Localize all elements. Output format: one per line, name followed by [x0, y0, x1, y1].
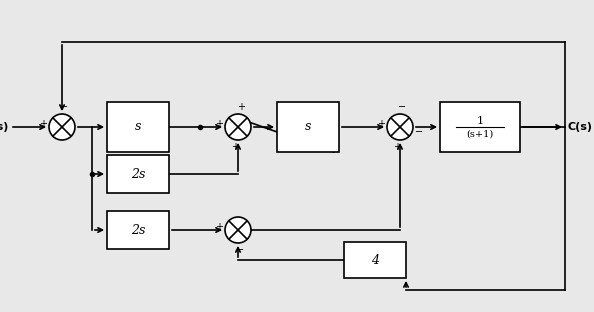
Bar [107, 211, 169, 249]
Text: −: − [60, 102, 68, 112]
Text: C(s): C(s) [568, 122, 593, 132]
Text: +: + [215, 119, 223, 129]
Bar [277, 102, 339, 152]
Text: 1: 1 [476, 116, 484, 126]
Circle shape [225, 114, 251, 140]
Bar [107, 155, 169, 193]
Bar [107, 102, 169, 152]
Circle shape [387, 114, 413, 140]
Text: 2s: 2s [131, 168, 145, 181]
Text: s: s [305, 120, 311, 134]
Text: R(s): R(s) [0, 122, 8, 132]
Text: +: + [393, 142, 401, 152]
Text: +: + [377, 119, 385, 129]
Text: (s+1): (s+1) [466, 130, 494, 139]
Text: −: − [236, 245, 244, 255]
Text: 4: 4 [371, 253, 379, 266]
Bar [344, 242, 406, 278]
Circle shape [49, 114, 75, 140]
Circle shape [225, 217, 251, 243]
Text: +: + [237, 102, 245, 112]
Text: s: s [135, 120, 141, 134]
Text: −: − [415, 127, 423, 137]
Text: +: + [215, 222, 223, 232]
Text: −: − [398, 102, 406, 112]
Text: +: + [231, 142, 239, 152]
Bar [440, 102, 520, 152]
Text: +: + [39, 119, 47, 129]
Text: 2s: 2s [131, 223, 145, 236]
